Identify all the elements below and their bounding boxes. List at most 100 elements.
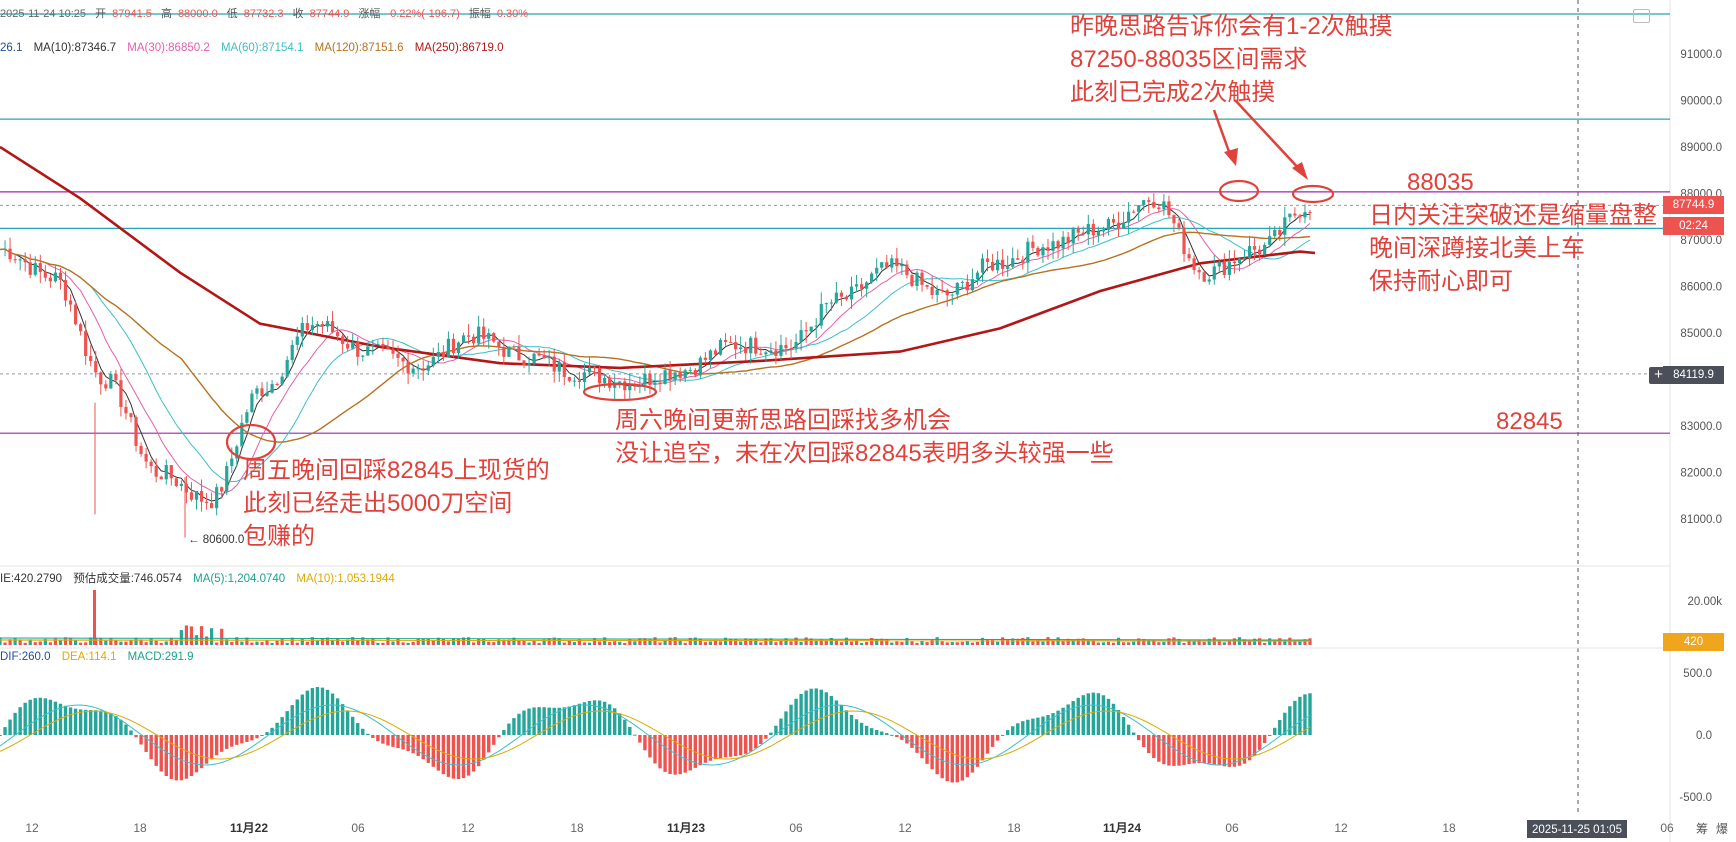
candle-body: [431, 356, 435, 366]
candle-body: [698, 357, 702, 376]
volume-bar: [542, 639, 546, 645]
macd-bar: [1026, 719, 1030, 735]
macd-bar: [507, 723, 511, 735]
volume-bar: [285, 642, 289, 645]
volume-bar: [1278, 638, 1282, 645]
candle-body: [356, 342, 360, 357]
volume-bar: [547, 638, 551, 645]
candle-body: [875, 267, 879, 274]
macd-bar: [315, 687, 320, 735]
volume-bar: [159, 642, 163, 645]
candle-body: [1106, 218, 1111, 230]
candle-body: [562, 362, 566, 377]
macd-bar: [935, 735, 939, 775]
candle-body: [728, 341, 733, 343]
volume-bar: [1217, 640, 1221, 645]
annotation-friday-line-1: 周五晚间回踩82845上现货的: [243, 457, 550, 484]
candle-body: [950, 294, 954, 296]
macd-bar: [290, 705, 294, 735]
macd-bar: [819, 689, 823, 735]
macd-bar: [834, 700, 839, 735]
candle-body: [739, 347, 743, 350]
candle-body: [834, 292, 838, 303]
volume-bar: [28, 639, 32, 645]
macd-bar: [199, 735, 204, 769]
macd-bar: [1192, 735, 1196, 764]
macd-bar: [280, 717, 284, 735]
candle-body: [1177, 223, 1181, 228]
macd-bar: [340, 704, 345, 735]
candle-body: [824, 303, 828, 305]
macd-bar: [663, 735, 667, 772]
candle-body: [663, 370, 667, 385]
time-tick: 06: [789, 821, 803, 835]
macd-bar: [73, 708, 78, 735]
volume-bar: [955, 642, 959, 645]
candle-body: [139, 445, 143, 454]
volume-bar: [703, 642, 707, 645]
candle-body: [406, 361, 410, 374]
volume-bar: [466, 637, 471, 645]
candle-body: [492, 333, 496, 342]
candle-body: [1207, 279, 1211, 282]
annotation-friday-line-2: 此刻已经走出5000刀空间: [243, 490, 513, 517]
volume-bar: [532, 640, 536, 645]
candle-body: [497, 341, 501, 348]
volume-bar: [562, 642, 566, 645]
volume-bar: [169, 637, 173, 645]
candle-body: [713, 350, 718, 355]
macd-bar: [1061, 707, 1065, 735]
macd-bar: [164, 735, 168, 777]
macd-bar: [1242, 735, 1247, 764]
ohlc-header: 2025-11-24 10:25 开 87941.5 高 88000.0 低 8773…: [0, 5, 534, 21]
macd-bar: [94, 710, 98, 735]
candle-body: [965, 281, 969, 291]
volume-bar: [502, 639, 506, 645]
volume-bar: [235, 637, 239, 645]
candle-body: [441, 352, 445, 357]
ma-legend-0: 26.1: [0, 42, 23, 54]
macd-bar: [1116, 709, 1121, 735]
volume-bar: [1006, 639, 1010, 645]
volume-bar: [698, 638, 702, 645]
candle-body: [477, 326, 481, 344]
circle-touch-1: [1218, 179, 1260, 203]
macd-bar: [300, 694, 305, 735]
volume-bar: [436, 637, 440, 645]
add-alert-icon[interactable]: +: [1649, 367, 1668, 384]
expand-icon[interactable]: [1633, 9, 1650, 23]
volume-bar: [315, 640, 320, 645]
candle-body: [1157, 207, 1161, 210]
candle-body: [1116, 222, 1121, 229]
volume-bar: [0, 637, 2, 645]
macd-bar: [587, 701, 592, 735]
candle-body: [1162, 201, 1166, 210]
volume-bar: [260, 642, 264, 645]
macd-bar: [451, 735, 456, 779]
annotation-saturday-line-1: 周六晚间更新思路回踩找多机会: [615, 407, 951, 434]
macd-bar: [527, 708, 531, 735]
volume-bar: [124, 641, 128, 645]
macd-bar: [784, 711, 788, 735]
candle-body: [426, 365, 430, 371]
macd-bar: [743, 735, 748, 754]
volume-bar: [865, 641, 869, 645]
candle-body: [1011, 258, 1015, 267]
volume-bar: [859, 642, 864, 645]
volume-bar: [119, 641, 123, 645]
annotation-right-line-1: 日内关注突破还是缩量盘整: [1369, 202, 1657, 229]
macd-bar: [1227, 735, 1232, 767]
candle-body: [225, 465, 229, 492]
macd-bar: [1051, 713, 1055, 735]
volume-bar: [441, 638, 445, 645]
macd-bar: [1091, 692, 1096, 735]
macd-bar: [1267, 735, 1272, 736]
header-datetime: 2025-11-24 10:25: [0, 8, 87, 20]
candle-body: [325, 321, 330, 327]
volume-bar: [356, 640, 360, 645]
macd-bar: [577, 703, 582, 735]
volume-bar: [1258, 638, 1262, 645]
macd-bar: [769, 732, 773, 735]
volume-bar: [1106, 641, 1111, 645]
